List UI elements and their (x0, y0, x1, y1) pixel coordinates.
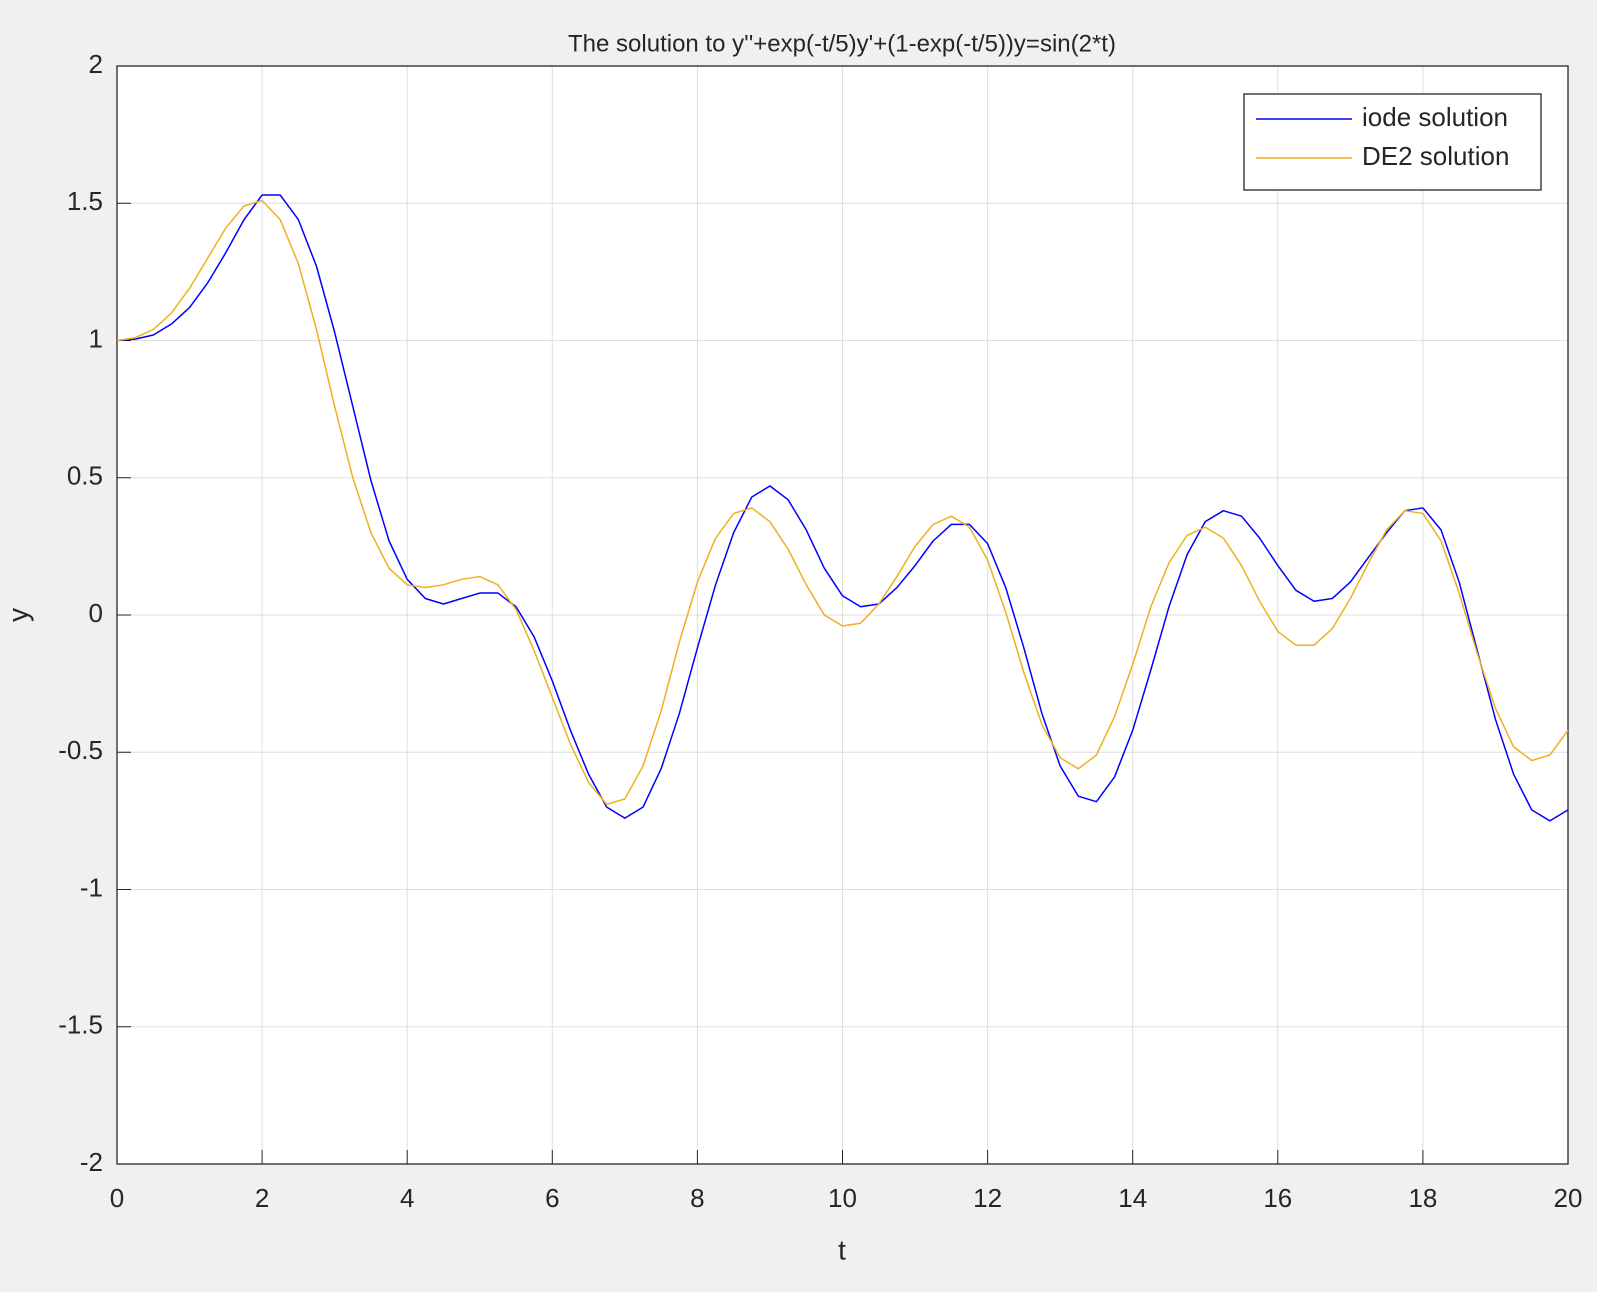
x-tick-label: 0 (110, 1183, 124, 1213)
chart-title: The solution to y''+exp(-t/5)y'+(1-exp(-… (568, 30, 1116, 57)
axes-box (116, 65, 1569, 1165)
y-tick-label: -2 (80, 1147, 103, 1177)
x-tick-label: 4 (400, 1183, 414, 1213)
x-tick-label: 12 (973, 1183, 1002, 1213)
x-axis-label: t (838, 1234, 846, 1265)
legend-box (1243, 93, 1542, 191)
data-line (116, 199, 1569, 806)
y-tick-label: -0.5 (58, 735, 103, 765)
legend-label: DE2 solution (1362, 141, 1509, 171)
y-axis-label: y (2, 608, 33, 622)
x-tick-label: 8 (690, 1183, 704, 1213)
y-tick-label: 1 (89, 323, 103, 353)
x-tick-label: 18 (1408, 1183, 1437, 1213)
y-tick-label: 2 (89, 49, 103, 79)
y-tick-label: 0 (89, 598, 103, 628)
x-tick-label: 16 (1263, 1183, 1292, 1213)
y-tick-label: 0.5 (67, 461, 103, 491)
x-tick-label: 10 (828, 1183, 857, 1213)
data-line (116, 194, 1569, 822)
y-tick-label: 1.5 (67, 186, 103, 216)
x-tick-label: 2 (255, 1183, 269, 1213)
x-tick-label: 14 (1118, 1183, 1147, 1213)
x-tick-label: 20 (1554, 1183, 1583, 1213)
x-tick-label: 6 (545, 1183, 559, 1213)
y-tick-label: -1 (80, 872, 103, 902)
y-tick-label: -1.5 (58, 1010, 103, 1040)
legend-label: iode solution (1362, 102, 1508, 132)
